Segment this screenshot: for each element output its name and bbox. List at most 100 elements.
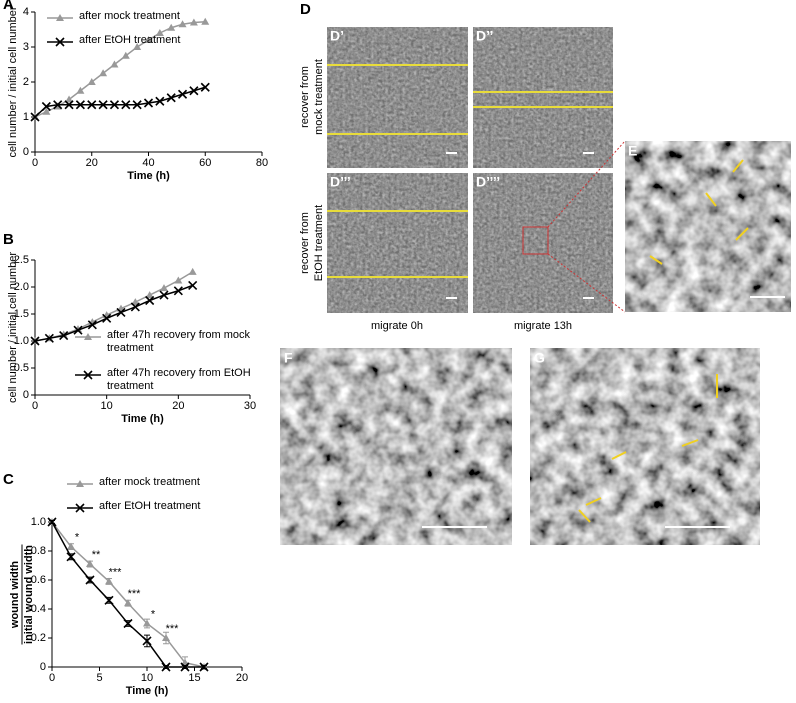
marker: [143, 619, 151, 627]
micrograph: [530, 348, 760, 545]
marker: [59, 331, 69, 341]
x-axis-title: Time (h): [126, 685, 169, 697]
significance-label: *: [75, 532, 80, 544]
marker: [180, 662, 190, 672]
x-tick-label: 10: [141, 672, 153, 684]
legend-marker: [83, 370, 93, 380]
wound-edges: [327, 64, 613, 278]
marker: [87, 320, 97, 330]
significance-label: ***: [166, 623, 180, 635]
y-tick-label: 0.4: [31, 603, 46, 615]
y-tick-label: 1: [23, 111, 29, 123]
y-tick-label: 2.0: [14, 281, 29, 293]
marker: [177, 89, 188, 99]
legend-marker: [76, 480, 84, 487]
marker: [104, 595, 114, 605]
legend-entry: after mock treatment: [79, 10, 180, 22]
legend-label: after EtOH treatment: [99, 500, 201, 512]
image-label: E: [628, 143, 637, 159]
y-axis-title: wound width initial wound width: [9, 544, 35, 645]
y-tick-label: 4: [23, 6, 29, 18]
y-tick-label: 3: [23, 41, 29, 53]
marker: [145, 295, 155, 306]
marker: [124, 599, 132, 607]
significance-label: ***: [128, 588, 142, 600]
micrograph: [280, 348, 512, 545]
x-axis-title: Time (h): [121, 413, 164, 425]
row-label-line: recover from: [299, 66, 311, 128]
legend-marker: [75, 503, 85, 513]
x-tick-label: 20: [86, 157, 98, 169]
x-tick-label: 60: [199, 157, 211, 169]
marker: [87, 78, 96, 85]
panel-label: C: [3, 471, 14, 488]
x-tick-label: 30: [244, 400, 256, 412]
y-tick-label: 2: [23, 76, 29, 88]
x-tick-label: 5: [96, 672, 102, 684]
charts: A 0 20 40 60 80 0 1 2 3 4 Time (h) cell number / ini…: [3, 0, 268, 697]
y-axis-title-line: wound width: [9, 561, 21, 629]
marker: [189, 86, 199, 96]
marker: [121, 51, 130, 59]
legend-marker: [84, 333, 92, 340]
row-label-line: recover from: [299, 212, 311, 274]
legend-entry: after mock treatment: [99, 476, 200, 488]
marker: [98, 100, 108, 110]
arrows: [578, 159, 749, 523]
marker: [159, 290, 169, 300]
marker: [131, 298, 140, 306]
marker: [64, 100, 74, 110]
marker: [143, 98, 154, 108]
marker: [30, 112, 40, 122]
marker: [41, 101, 51, 112]
marker: [199, 662, 209, 672]
micrograph-texture: [473, 173, 613, 313]
y-tick-label: 1.5: [14, 308, 29, 320]
x-tick-label: 20: [172, 400, 184, 412]
x-tick-label: 40: [142, 157, 154, 169]
micrograph: [625, 141, 791, 312]
marker: [44, 333, 54, 343]
zoom-box: [522, 226, 549, 255]
series-line: [34, 284, 193, 342]
marker: [85, 575, 95, 585]
marker: [132, 100, 142, 110]
micrograph-texture: [327, 173, 468, 313]
row-label: recover from EtOH treatment: [299, 205, 325, 281]
marker: [189, 18, 198, 26]
marker: [75, 100, 85, 110]
micrograph-texture: [327, 27, 468, 168]
image-label: F: [284, 350, 293, 366]
y-tick-label: 1.0: [14, 335, 29, 347]
x-tick-label: 15: [188, 672, 200, 684]
panel-label: B: [3, 231, 14, 248]
row-label: recover from mock treatment: [299, 59, 325, 135]
y-tick-label: 0: [23, 146, 29, 158]
x-tick-label: 20: [236, 672, 248, 684]
x-tick-label: 0: [32, 157, 38, 169]
legend-marker: [56, 14, 64, 21]
y-axis-title: cell number / initial cell number: [7, 252, 19, 403]
marker: [53, 100, 63, 110]
x-tick-label: 0: [32, 400, 38, 412]
marker: [65, 95, 74, 103]
marker: [105, 577, 113, 585]
image-label: G: [534, 350, 545, 366]
marker: [167, 23, 176, 31]
marker: [66, 552, 76, 562]
marker: [109, 100, 120, 110]
x-tick-label: 10: [101, 400, 113, 412]
zoom-lines: [547, 140, 626, 313]
panel-label: A: [3, 0, 14, 13]
marker: [188, 267, 197, 275]
marker: [161, 662, 171, 672]
image-label: D’’: [476, 28, 493, 44]
marker: [86, 560, 94, 568]
y-tick-label: 0.5: [14, 362, 29, 374]
column-label: migrate 0h: [371, 320, 423, 332]
marker: [110, 60, 119, 68]
marker: [173, 286, 183, 296]
marker: [73, 325, 83, 335]
marker: [133, 43, 142, 50]
legend-label: after EtOH treatment: [79, 34, 181, 46]
